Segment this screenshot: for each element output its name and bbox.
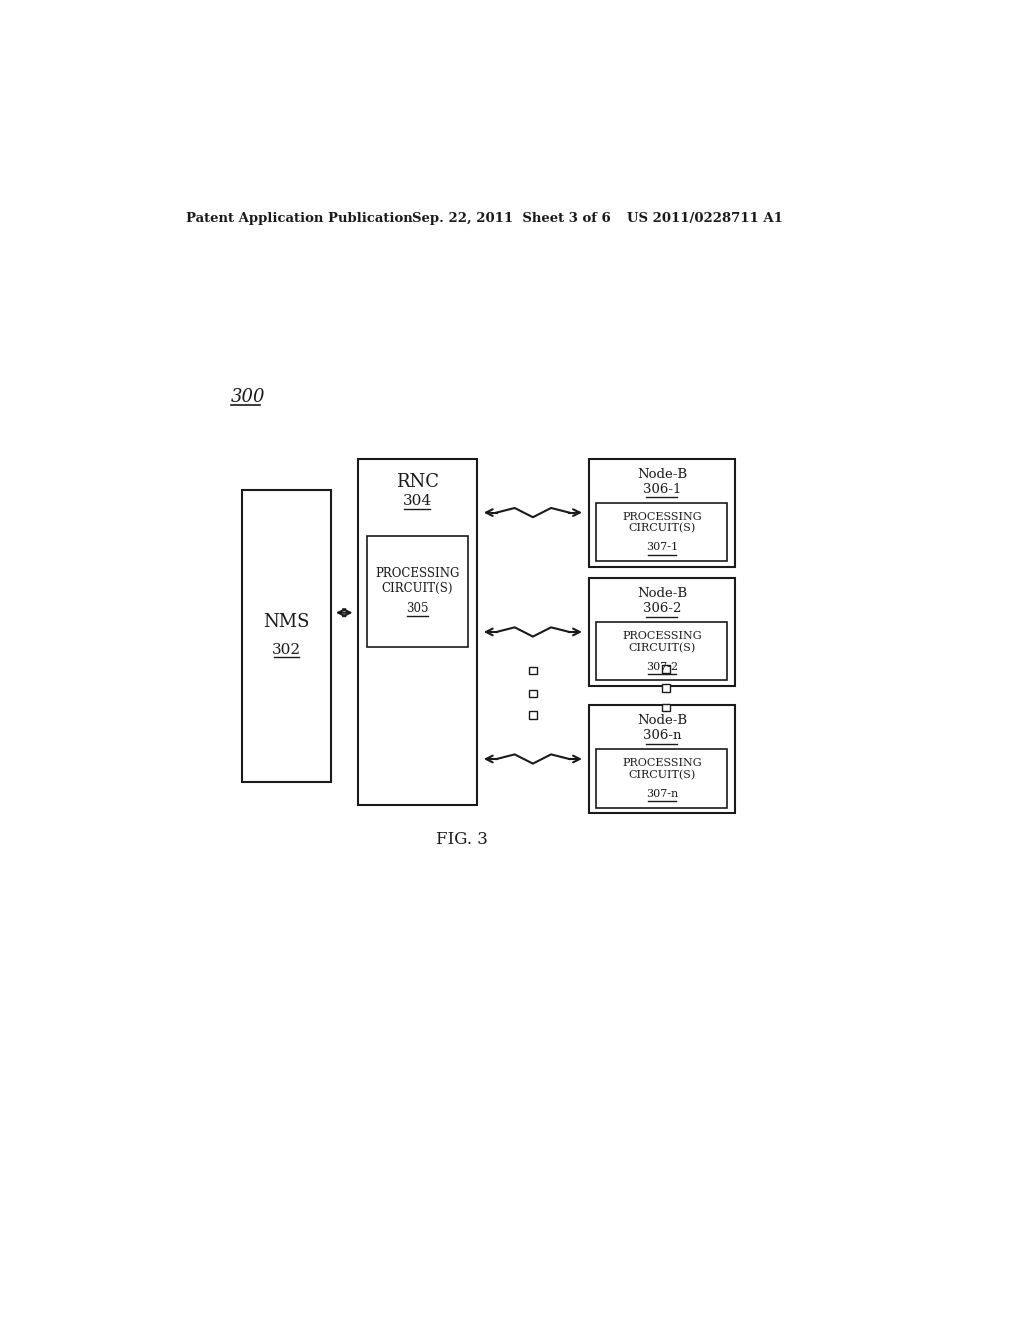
Bar bbox=[357, 459, 477, 805]
Text: 306-2: 306-2 bbox=[643, 602, 681, 615]
Text: PROCESSING
CIRCUIT(S): PROCESSING CIRCUIT(S) bbox=[375, 566, 460, 595]
Bar bbox=[243, 490, 331, 781]
Text: 306-1: 306-1 bbox=[643, 483, 681, 496]
Bar bbox=[596, 748, 727, 808]
Text: Node-B: Node-B bbox=[637, 467, 687, 480]
Text: PROCESSING
CIRCUIT(S): PROCESSING CIRCUIT(S) bbox=[622, 758, 701, 780]
Bar bbox=[662, 704, 670, 711]
Text: 307-2: 307-2 bbox=[646, 661, 678, 672]
Bar bbox=[529, 711, 537, 719]
Bar bbox=[662, 665, 670, 673]
Text: PROCESSING
CIRCUIT(S): PROCESSING CIRCUIT(S) bbox=[622, 631, 701, 653]
Text: RNC: RNC bbox=[396, 473, 439, 491]
Bar bbox=[367, 536, 468, 647]
Text: PROCESSING
CIRCUIT(S): PROCESSING CIRCUIT(S) bbox=[622, 512, 701, 533]
Text: Node-B: Node-B bbox=[637, 587, 687, 601]
Bar bbox=[589, 459, 735, 566]
Bar bbox=[596, 503, 727, 561]
Text: 306-n: 306-n bbox=[643, 730, 681, 742]
Text: FIG. 3: FIG. 3 bbox=[436, 832, 487, 849]
Bar bbox=[529, 689, 537, 697]
Text: Node-B: Node-B bbox=[637, 714, 687, 727]
Text: 307-1: 307-1 bbox=[646, 543, 678, 552]
Text: 307-n: 307-n bbox=[646, 788, 678, 799]
Text: US 2011/0228711 A1: US 2011/0228711 A1 bbox=[628, 213, 783, 224]
Bar bbox=[589, 578, 735, 686]
Text: Patent Application Publication: Patent Application Publication bbox=[186, 213, 413, 224]
Text: NMS: NMS bbox=[263, 612, 309, 631]
Text: Sep. 22, 2011  Sheet 3 of 6: Sep. 22, 2011 Sheet 3 of 6 bbox=[412, 213, 610, 224]
Text: 304: 304 bbox=[402, 494, 432, 508]
Bar bbox=[596, 622, 727, 681]
Text: 300: 300 bbox=[230, 388, 265, 407]
Bar bbox=[529, 667, 537, 675]
Bar bbox=[589, 705, 735, 813]
Text: 305: 305 bbox=[407, 602, 429, 615]
Bar bbox=[662, 684, 670, 692]
Text: 302: 302 bbox=[272, 643, 301, 656]
